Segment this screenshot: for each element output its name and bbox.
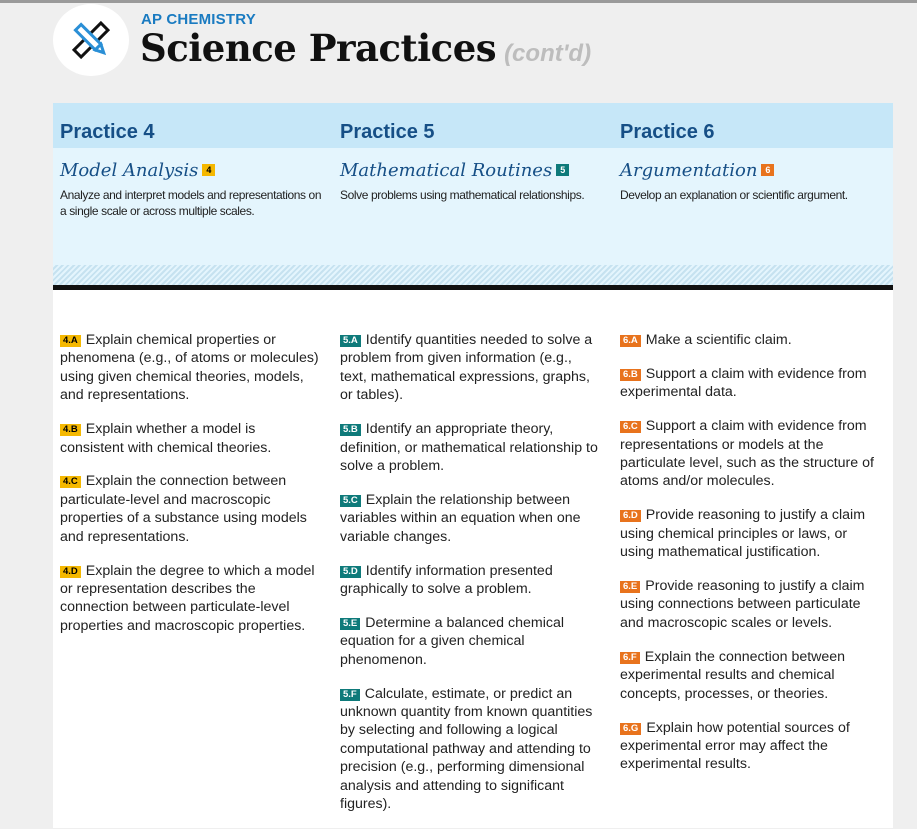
skill-code-badge: 5.F xyxy=(340,688,360,701)
skill-item: 5.D Identify information presented graphi… xyxy=(340,562,602,599)
skill-text: Provide reasoning to justify a claim usi… xyxy=(620,578,865,631)
skill-code-badge: 4.A xyxy=(60,335,81,347)
skill-text: Determine a balanced chemical equation f… xyxy=(340,614,564,668)
skill-item: 5.E Determine a balanced chemical equatio… xyxy=(340,614,602,669)
skill-code-badge: 4.B xyxy=(60,424,81,437)
skill-code-badge: 6.G xyxy=(620,722,642,735)
skill-code-badge: 5.A xyxy=(340,335,361,347)
skill-item: 6.G Explain how potential sources of expe… xyxy=(620,719,882,774)
skill-item: 4.D Explain the degree to which a model o… xyxy=(60,562,322,636)
skill-item: 5.F Calculate, estimate, or predict an un… xyxy=(340,685,602,814)
skill-item: 5.A Identify quantities needed to solve a… xyxy=(340,331,602,405)
top-border xyxy=(0,0,917,3)
logo xyxy=(53,4,129,76)
skill-text: Support a claim with evidence from exper… xyxy=(620,365,867,401)
skill-text: Explain the connection between particula… xyxy=(60,473,307,545)
skill-text: Provide reasoning to justify a claim usi… xyxy=(620,507,866,561)
skill-list: 6.A Make a scientific claim. 6.B Support a … xyxy=(620,331,882,789)
skill-code-badge: 5.D xyxy=(340,565,361,578)
skill-list: 4.A Explain chemical properties or phenom… xyxy=(60,331,322,651)
skill-text: Explain the relationship between variabl… xyxy=(340,491,581,545)
skill-code-badge: 6.A xyxy=(620,335,641,347)
skill-item: 6.F Explain the connection between experi… xyxy=(620,648,882,703)
skill-code-badge: 5.C xyxy=(340,494,361,507)
practice-heading: Practice 6 xyxy=(620,121,715,143)
skill-code-badge: 4.D xyxy=(60,565,81,578)
skill-text: Identify quantities needed to solve a pr… xyxy=(340,332,593,404)
hatch-divider xyxy=(53,265,893,285)
practice-name-text: Model Analysis xyxy=(60,160,199,181)
skill-text: Support a claim with evidence from repre… xyxy=(620,418,874,490)
practices-panel: Practice 4 Model Analysis 4 Analyze and int… xyxy=(53,103,893,828)
skill-code-badge: 4.C xyxy=(60,476,81,489)
skill-item: 4.B Explain whether a model is consistent… xyxy=(60,420,322,457)
practice-column-6: Practice 6 Argumentation 6 Develop an expla… xyxy=(620,103,890,823)
skill-text: Identify information presented graphical… xyxy=(340,562,553,597)
skill-text: Make a scientific claim. xyxy=(645,332,792,348)
practice-badge: 5 xyxy=(556,164,570,176)
skill-item: 4.A Explain chemical properties or phenom… xyxy=(60,331,322,405)
skill-text: Explain how potential sources of experim… xyxy=(620,719,850,773)
skill-code-badge: 6.D xyxy=(620,510,641,523)
practice-description: Develop an explanation or scientific arg… xyxy=(620,188,848,202)
practice-name-text: Argumentation xyxy=(620,160,758,181)
skill-item: 6.A Make a scientific claim. xyxy=(620,331,882,349)
skill-item: 6.B Support a claim with evidence from ex… xyxy=(620,365,882,402)
practice-badge: 4 xyxy=(202,164,216,176)
practice-heading: Practice 4 xyxy=(60,121,155,143)
skill-item: 6.C Support a claim with evidence from re… xyxy=(620,417,882,491)
skill-text: Identify an appropriate theory, definiti… xyxy=(340,421,598,474)
skill-code-badge: 5.E xyxy=(340,617,361,630)
skill-code-badge: 6.B xyxy=(620,368,641,381)
skill-list: 5.A Identify quantities needed to solve a… xyxy=(340,331,602,829)
skill-item: 4.C Explain the connection between partic… xyxy=(60,472,322,546)
practice-column-5: Practice 5 Mathematical Routines 5 Solve pr… xyxy=(340,103,610,823)
skill-text: Explain the degree to which a model or r… xyxy=(60,562,315,634)
practice-column-4: Practice 4 Model Analysis 4 Analyze and int… xyxy=(60,103,330,823)
skill-text: Explain chemical properties or phenomena… xyxy=(60,332,319,404)
skill-code-badge: 5.B xyxy=(340,424,361,437)
skill-item: 5.B Identify an appropriate theory, defin… xyxy=(340,420,602,475)
subject-label: AP CHEMISTRY xyxy=(141,11,256,28)
page-title: Science Practices (cont'd) xyxy=(140,26,591,70)
skill-item: 6.E Provide reasoning to justify a claim … xyxy=(620,577,882,632)
title-text: Science Practices xyxy=(140,26,497,70)
practice-heading: Practice 5 xyxy=(340,121,435,143)
practice-description: Solve problems using mathematical relati… xyxy=(340,188,585,202)
practice-description-band xyxy=(53,148,893,265)
skill-code-badge: 6.C xyxy=(620,421,641,434)
title-suffix: (cont'd) xyxy=(504,40,592,67)
practice-name: Argumentation 6 xyxy=(620,160,775,181)
practice-name: Model Analysis 4 xyxy=(60,160,216,181)
skill-code-badge: 6.F xyxy=(620,651,640,664)
pencil-ruler-icon xyxy=(71,20,111,60)
header-rule xyxy=(53,285,893,290)
skill-text: Explain whether a model is consistent wi… xyxy=(60,421,272,456)
practice-heading-band xyxy=(53,103,893,148)
practice-badge: 6 xyxy=(761,164,775,176)
practice-name-text: Mathematical Routines xyxy=(340,160,553,181)
skill-text: Calculate, estimate, or predict an unkno… xyxy=(340,685,593,813)
skill-code-badge: 6.E xyxy=(620,581,641,594)
skill-item: 5.C Explain the relationship between vari… xyxy=(340,491,602,546)
skill-item: 6.D Provide reasoning to justify a claim … xyxy=(620,506,882,561)
skill-text: Explain the connection between experimen… xyxy=(620,648,846,702)
practice-name: Mathematical Routines 5 xyxy=(340,160,570,181)
practice-description: Analyze and interpret models and represe… xyxy=(60,188,322,218)
